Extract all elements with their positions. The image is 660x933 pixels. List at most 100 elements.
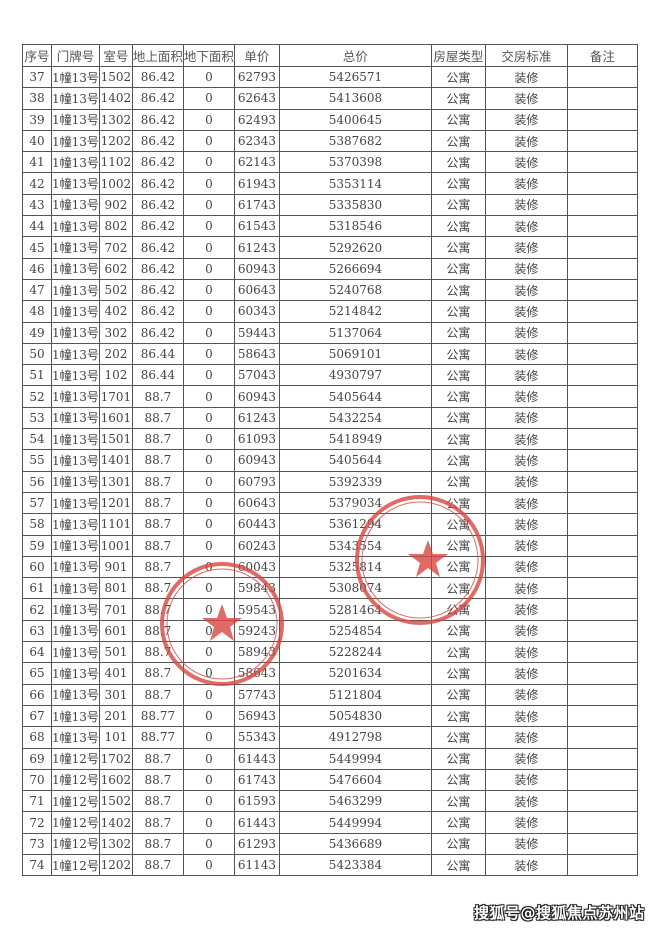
table-cell: 61093 — [233, 428, 280, 451]
table-cell: 公寓 — [430, 704, 486, 728]
table-cell: 公寓 — [430, 321, 486, 344]
table-cell: 5370398 — [278, 151, 432, 174]
table-cell: 0 — [182, 87, 235, 110]
table-cell: 88.77 — [131, 726, 184, 749]
table-cell: 5281464 — [278, 598, 432, 621]
table-cell: 5137064 — [278, 321, 432, 344]
table-cell: 61143 — [233, 853, 280, 877]
table-row: 48 1幢13号 402 86.42 0 60343 5214842 公寓 装修 — [22, 300, 638, 323]
table-cell: 59543 — [233, 598, 280, 621]
table-cell: 802 — [98, 215, 133, 238]
table-row: 47 1幢13号 502 86.42 0 60643 5240768 公寓 装修 — [22, 278, 638, 302]
table-cell: 1幢13号 — [51, 534, 100, 557]
table-cell: 1幢13号 — [51, 364, 100, 387]
table-row: 63 1幢13号 601 88.7 0 59243 5254854 公寓 装修 — [22, 619, 638, 643]
table-cell: 88.7 — [131, 619, 184, 643]
table-cell: 0 — [182, 342, 235, 366]
table-cell: 60443 — [233, 513, 280, 536]
table-cell: 装修 — [484, 300, 568, 323]
table-cell: 62643 — [233, 87, 280, 110]
table-cell: 57743 — [233, 683, 280, 706]
table-cell: 公寓 — [430, 172, 486, 195]
price-table: 序号 门牌号 室号 地上面积 地下面积 单价 总价 房屋类型 交房标准 备注 37 1幢13号 150… — [22, 44, 638, 877]
table-cell: 5201634 — [278, 662, 432, 685]
table-cell — [566, 790, 638, 813]
column-header: 总价 — [278, 44, 432, 67]
table-cell: 65 — [22, 662, 52, 685]
table-cell: 1幢13号 — [51, 257, 100, 280]
table-cell: 61943 — [233, 172, 280, 195]
table-cell — [566, 428, 638, 451]
table-cell: 公寓 — [430, 108, 486, 131]
table-cell: 公寓 — [430, 449, 486, 472]
table-cell: 62793 — [233, 65, 280, 89]
table-cell — [566, 129, 638, 153]
table-cell: 88.7 — [131, 598, 184, 621]
table-cell: 装修 — [484, 278, 568, 302]
table-cell: 1202 — [98, 853, 133, 877]
table-cell: 装修 — [484, 790, 568, 813]
table-cell: 装修 — [484, 321, 568, 344]
table-cell: 0 — [182, 577, 235, 600]
table-cell: 装修 — [484, 598, 568, 621]
table-cell: 公寓 — [430, 87, 486, 110]
table-cell: 88.77 — [131, 704, 184, 728]
table-cell: 1601 — [98, 406, 133, 430]
table-cell: 0 — [182, 108, 235, 131]
table-cell: 5308074 — [278, 577, 432, 600]
table-cell — [566, 577, 638, 600]
table-cell: 58643 — [233, 342, 280, 366]
table-cell: 5069101 — [278, 342, 432, 366]
table-cell: 55343 — [233, 726, 280, 749]
column-header: 交房标准 — [484, 44, 568, 67]
table-cell: 1幢13号 — [51, 619, 100, 643]
table-cell: 59 — [22, 534, 52, 557]
table-cell — [566, 555, 638, 579]
table-cell: 公寓 — [430, 428, 486, 451]
table-row: 51 1幢13号 102 86.44 0 57043 4930797 公寓 装修 — [22, 364, 638, 387]
table-cell: 1幢13号 — [51, 704, 100, 728]
table-cell: 装修 — [484, 534, 568, 557]
table-cell: 0 — [182, 491, 235, 515]
table-cell: 73 — [22, 832, 52, 855]
table-cell: 88.7 — [131, 555, 184, 579]
table-cell: 62143 — [233, 151, 280, 174]
table-cell: 装修 — [484, 555, 568, 579]
table-cell: 公寓 — [430, 470, 486, 493]
table-row: 69 1幢12号 1702 88.7 0 61443 5449994 公寓 装修 — [22, 747, 638, 770]
table-cell: 1幢12号 — [51, 768, 100, 792]
table-cell: 88.7 — [131, 406, 184, 430]
table-cell: 装修 — [484, 108, 568, 131]
table-cell: 5405644 — [278, 449, 432, 472]
table-cell: 60643 — [233, 278, 280, 302]
table-cell: 72 — [22, 811, 52, 834]
table-cell — [566, 470, 638, 493]
table-cell: 60243 — [233, 534, 280, 557]
table-row: 74 1幢12号 1202 88.7 0 61143 5423384 公寓 装修 — [22, 853, 638, 877]
table-cell: 61443 — [233, 747, 280, 770]
table-cell: 0 — [182, 215, 235, 238]
table-cell: 86.42 — [131, 236, 184, 259]
table-cell: 53 — [22, 406, 52, 430]
table-cell: 86.42 — [131, 87, 184, 110]
table-row: 37 1幢13号 1502 86.42 0 62793 5426571 公寓 装修 — [22, 65, 638, 89]
table-cell: 1幢13号 — [51, 726, 100, 749]
table-cell: 1幢12号 — [51, 853, 100, 877]
table-cell: 0 — [182, 534, 235, 557]
table-cell: 装修 — [484, 662, 568, 685]
table-cell: 5292620 — [278, 236, 432, 259]
table-cell: 61743 — [233, 193, 280, 217]
table-cell: 88.7 — [131, 662, 184, 685]
table-cell: 71 — [22, 790, 52, 813]
table-cell: 1101 — [98, 513, 133, 536]
header-row: 序号 门牌号 室号 地上面积 地下面积 单价 总价 房屋类型 交房标准 备注 — [22, 44, 638, 67]
table-cell: 0 — [182, 470, 235, 493]
table-cell: 0 — [182, 151, 235, 174]
table-cell: 58 — [22, 513, 52, 536]
table-cell: 62493 — [233, 108, 280, 131]
table-cell: 86.42 — [131, 300, 184, 323]
table-cell: 1701 — [98, 385, 133, 408]
table-cell: 装修 — [484, 853, 568, 877]
table-cell: 63 — [22, 619, 52, 643]
table-cell: 301 — [98, 683, 133, 706]
